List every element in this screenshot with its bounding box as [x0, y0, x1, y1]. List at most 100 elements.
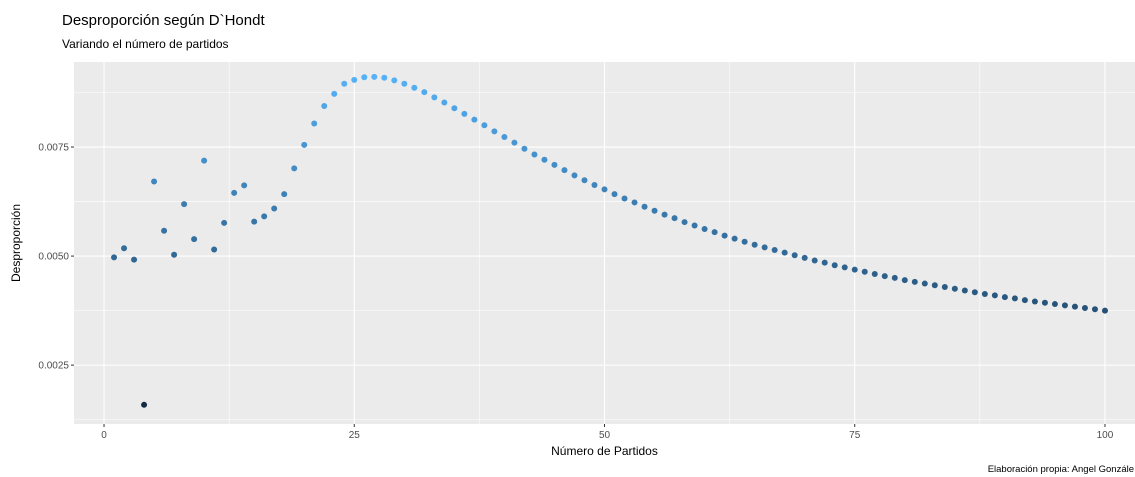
data-point — [701, 226, 708, 233]
data-point — [921, 280, 928, 287]
data-point — [201, 157, 208, 164]
data-point — [991, 292, 998, 299]
data-point — [441, 99, 448, 106]
data-point — [471, 116, 478, 123]
data-point — [791, 252, 798, 259]
data-point — [861, 268, 868, 275]
data-point — [511, 139, 518, 146]
data-point — [611, 191, 618, 198]
data-point — [461, 110, 468, 117]
data-point — [681, 219, 688, 226]
data-point — [691, 222, 698, 229]
data-point — [671, 215, 678, 222]
data-point — [971, 289, 978, 296]
data-point — [231, 189, 238, 196]
data-point — [941, 284, 948, 291]
data-point — [1031, 298, 1038, 305]
major-gridlines — [74, 62, 1135, 424]
data-point — [961, 287, 968, 294]
data-point — [851, 266, 858, 273]
data-point — [721, 232, 728, 239]
x-tick-label: 75 — [849, 430, 861, 441]
data-point — [241, 182, 248, 189]
data-point — [781, 249, 788, 256]
data-point — [541, 156, 548, 163]
y-tick-label: 0.0075 — [38, 143, 69, 154]
data-point — [1011, 295, 1018, 302]
data-point — [741, 238, 748, 245]
data-point — [821, 259, 828, 266]
data-point — [251, 218, 258, 225]
data-point — [1061, 302, 1068, 309]
data-point — [181, 201, 188, 208]
data-point — [431, 94, 438, 101]
data-point — [571, 172, 578, 179]
data-point — [951, 285, 958, 292]
data-point — [421, 89, 428, 96]
data-point — [811, 257, 818, 264]
data-points — [111, 73, 1108, 408]
data-point — [481, 122, 488, 129]
data-point — [451, 105, 458, 112]
data-point — [651, 207, 658, 214]
data-point — [1071, 303, 1078, 310]
data-point — [911, 278, 918, 285]
chart-caption: Elaboración propia: Angel Gonzále — [987, 464, 1134, 475]
x-axis: 0 25 50 75 100 — [101, 424, 1114, 441]
data-point — [301, 141, 308, 148]
data-point — [331, 90, 338, 97]
data-point — [411, 84, 418, 91]
data-point — [161, 227, 168, 234]
data-point — [551, 161, 558, 168]
data-point — [641, 203, 648, 210]
data-point — [401, 80, 408, 87]
x-tick-label: 0 — [101, 430, 107, 441]
data-point — [531, 151, 538, 158]
data-point — [271, 205, 278, 212]
data-point — [261, 213, 268, 220]
data-point — [761, 244, 768, 251]
y-tick-label: 0.0050 — [38, 252, 69, 263]
data-point — [731, 235, 738, 242]
data-point — [121, 245, 128, 252]
data-point — [751, 241, 758, 248]
data-point — [521, 145, 528, 152]
data-point — [131, 256, 138, 263]
data-point — [601, 186, 608, 193]
data-point — [1101, 307, 1108, 314]
data-point — [771, 246, 778, 253]
data-point — [1041, 299, 1048, 306]
data-point — [341, 80, 348, 87]
data-point — [881, 273, 888, 280]
y-tick-label: 0.0025 — [38, 361, 69, 372]
data-point — [111, 254, 118, 261]
data-point — [211, 246, 218, 253]
x-tick-label: 100 — [1097, 430, 1114, 441]
data-point — [291, 165, 298, 172]
data-point — [191, 236, 198, 243]
data-point — [871, 270, 878, 277]
y-axis: 0.0025 0.0050 0.0075 — [38, 143, 74, 372]
data-point — [711, 229, 718, 236]
data-point — [491, 128, 498, 135]
data-point — [221, 219, 228, 226]
data-point — [661, 211, 668, 218]
data-point — [361, 74, 368, 81]
data-point — [281, 191, 288, 198]
chart-title: Desproporción según D`Hondt — [62, 12, 265, 29]
x-tick-label: 50 — [599, 430, 611, 441]
x-tick-label: 25 — [349, 430, 361, 441]
data-point — [891, 274, 898, 281]
data-point — [1021, 297, 1028, 304]
data-point — [1081, 304, 1088, 311]
data-point — [931, 282, 938, 289]
data-point — [621, 195, 628, 202]
data-point — [591, 181, 598, 188]
y-axis-title: Desproporción — [9, 204, 23, 282]
data-point — [1001, 294, 1008, 301]
data-point — [381, 74, 388, 81]
data-point — [561, 167, 568, 174]
data-point — [1051, 301, 1058, 308]
data-point — [831, 262, 838, 269]
